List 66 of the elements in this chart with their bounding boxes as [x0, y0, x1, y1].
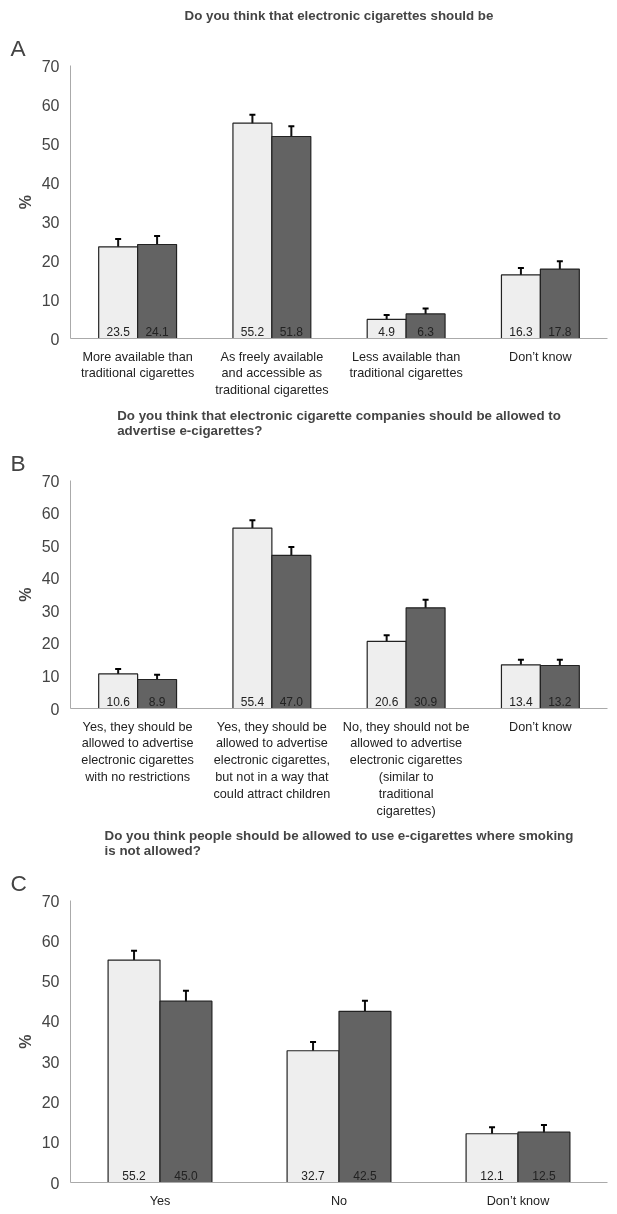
data-label: 4.9 [378, 324, 396, 339]
data-label: 51.8 [279, 324, 304, 339]
data-label: 32.7 [301, 1168, 326, 1183]
x-tick-label: Yes, they should be allowed to advertise electronic cigarettes, but not in a way that could attract children [213, 719, 331, 801]
y-tick-label: 70 [41, 892, 60, 910]
y-tick-label: 10 [41, 667, 60, 685]
x-tick-label: Don’t know [509, 349, 573, 364]
chart-title: Do you think that electronic cigarettes should be [184, 7, 494, 23]
y-tick-label: 50 [41, 135, 60, 153]
text: B [10, 449, 26, 476]
data-label: 8.9 [148, 694, 166, 709]
x-tick-label: No, they should not be allowed to advertise electronic cigarettes (similar to traditional cigarettes) [342, 719, 470, 818]
y-tick-label: 50 [41, 973, 60, 991]
y-tick-label: 10 [41, 1134, 60, 1152]
y-tick-label: 30 [41, 1053, 60, 1071]
y-tick-label: 60 [41, 932, 60, 950]
data-label: 6.3 [417, 324, 435, 339]
y-tick-label: 20 [41, 252, 60, 270]
data-label: 55.4 [240, 694, 265, 709]
data-label: 47.0 [279, 694, 304, 709]
y-tick-label: 30 [41, 213, 60, 231]
y-tick-label: 0 [50, 330, 60, 348]
x-tick-label: As freely available and accessible as traditional cigarettes [215, 349, 329, 398]
data-label: 10.6 [106, 694, 131, 709]
y-tick-label: 10 [41, 291, 60, 309]
data-label: 20.6 [374, 694, 399, 709]
data-label: 13.2 [548, 694, 572, 709]
data-label: 45.0 [174, 1168, 198, 1183]
y-tick-label: 40 [41, 570, 60, 588]
data-label: 55.2 [122, 1168, 147, 1183]
data-label: 42.5 [353, 1168, 377, 1183]
data-label: 30.9 [413, 694, 438, 709]
y-axis-title: % [16, 1034, 34, 1049]
chart-title: Do you think people should be allowed to use e-cigarettes where smoking is not allowed? [104, 827, 574, 858]
y-tick-label: 60 [41, 96, 60, 114]
x-tick-label: Don’t know [509, 719, 573, 734]
chart-title: Do you think that electronic cigarette companies should be allowed to advertise e-cigarettes? [117, 407, 561, 438]
y-tick-label: 20 [41, 1093, 60, 1111]
data-label: 16.3 [509, 324, 533, 339]
data-label: 12.5 [532, 1168, 556, 1183]
data-label: 12.1 [480, 1168, 505, 1183]
y-tick-label: 70 [41, 57, 60, 75]
y-axis-title: % [16, 587, 34, 602]
data-label: 23.5 [106, 324, 131, 339]
y-tick-label: 0 [50, 700, 60, 718]
y-tick-label: 30 [41, 602, 60, 620]
y-tick-label: 50 [41, 537, 60, 555]
y-tick-label: 0 [50, 1174, 60, 1192]
data-label: 13.4 [509, 694, 533, 709]
x-tick-label: Yes [149, 1193, 171, 1208]
y-tick-label: 20 [41, 635, 60, 653]
y-tick-label: 60 [41, 505, 60, 523]
y-axis-title: % [16, 194, 34, 210]
x-tick-label: No [330, 1193, 348, 1208]
text: C [10, 869, 27, 896]
text: A [10, 34, 27, 61]
x-tick-label: Less available than traditional cigarettes [349, 349, 463, 381]
x-tick-label: Yes, they should be allowed to advertise electronic cigarettes with no restrictions [81, 719, 194, 784]
data-label: 24.1 [145, 324, 170, 339]
x-tick-label: Don’t know [486, 1193, 551, 1208]
y-tick-label: 40 [41, 174, 60, 192]
x-tick-label: More available than traditional cigarettes [80, 349, 195, 381]
y-tick-label: 70 [41, 472, 60, 490]
y-tick-label: 40 [41, 1013, 60, 1031]
data-label: 55.2 [240, 324, 265, 339]
data-label: 17.8 [548, 324, 572, 339]
